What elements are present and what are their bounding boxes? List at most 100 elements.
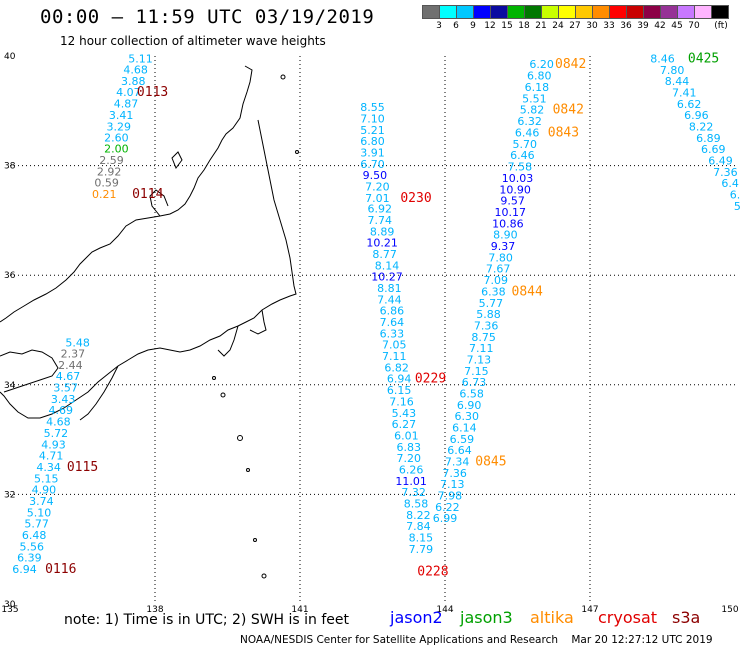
footer-note: note: 1) Time is in UTC; 2) SWH is in fe… bbox=[64, 612, 350, 628]
wave-height-value: 10.90 bbox=[499, 184, 531, 197]
wave-height-value: 8.90 bbox=[493, 228, 518, 241]
wave-height-value: 5.21 bbox=[360, 124, 385, 137]
wave-height-value: 6.30 bbox=[455, 410, 480, 423]
track-right: 6.206.806.185.515.826.326.465.706.467.58… bbox=[433, 58, 554, 525]
wave-height-value: 9.50 bbox=[363, 169, 388, 182]
wave-height-value: 10.03 bbox=[502, 172, 534, 185]
wave-height-value: 4.67 bbox=[56, 370, 81, 383]
satellite-s3a: s3a bbox=[672, 608, 701, 627]
pass-time-label: 0845 bbox=[475, 454, 506, 469]
wave-height-value: 11.01 bbox=[395, 475, 427, 488]
wave-height-value: 7.09 bbox=[484, 274, 509, 287]
wave-height-value: 5.82 bbox=[520, 104, 545, 117]
wave-height-value: 6.70 bbox=[360, 158, 385, 171]
wave-height-value: 7.01 bbox=[365, 192, 390, 205]
colorbar-label: 45 bbox=[671, 21, 683, 31]
longitude-label: 147 bbox=[581, 605, 598, 615]
wave-height-value: 2.59 bbox=[99, 154, 124, 167]
wave-height-value: 6.48 bbox=[22, 529, 47, 542]
wave-height-value: 8.22 bbox=[689, 121, 714, 134]
colorbar-label: 30 bbox=[586, 21, 598, 31]
wave-height-value: 3.41 bbox=[109, 109, 134, 122]
wave-height-value: 5.15 bbox=[34, 472, 59, 485]
shikoku-coast bbox=[0, 349, 59, 393]
wave-height-value: 8.75 bbox=[471, 331, 496, 344]
pass-time-label: 0113 bbox=[137, 85, 168, 100]
colorbar-label: 12 bbox=[484, 21, 496, 31]
pass-time-label: 0114 bbox=[132, 187, 163, 202]
wave-height-value: 6.69 bbox=[701, 143, 726, 156]
pass-time-label: 0228 bbox=[417, 565, 448, 580]
wave-height-value: 6.14 bbox=[452, 421, 477, 434]
track-left: 5.114.683.884.074.873.413.292.602.002.59… bbox=[12, 53, 153, 576]
wave-height-value: 6.27 bbox=[392, 418, 417, 431]
wave-height-value: 7.20 bbox=[397, 452, 422, 465]
wave-height-value: 2.60 bbox=[104, 131, 129, 144]
wave-height-value: 3.74 bbox=[29, 495, 54, 508]
wave-height-value: 3.29 bbox=[107, 121, 132, 134]
wave-height-value: 2.00 bbox=[104, 142, 129, 155]
wave-height-value: 8.55 bbox=[360, 101, 385, 114]
wave-height-value: 5.56 bbox=[20, 540, 45, 553]
wave-height-value: 6.32 bbox=[517, 115, 542, 128]
colorbar-labels: 3 6 9 12 15 18 21 24 27 30 33 36 39 42 45 70 (ft) bbox=[422, 21, 740, 33]
colorbar-label: 3 bbox=[436, 21, 442, 31]
latitude-label: 40 bbox=[4, 52, 16, 62]
wave-height-value: 5.77 bbox=[479, 297, 504, 310]
colorbar-label: 70 bbox=[688, 21, 700, 31]
wave-height-value: 7.15 bbox=[464, 365, 489, 378]
wave-height-value: 8.14 bbox=[375, 260, 400, 273]
wave-height-value: 6.26 bbox=[399, 464, 424, 477]
wave-height-value: 6.59 bbox=[450, 433, 475, 446]
wave-height-value: 7.67 bbox=[486, 262, 511, 275]
wave-height-value: 5.72 bbox=[44, 427, 69, 440]
satellite-altika: altika bbox=[530, 608, 574, 627]
wave-height-value: 6.96 bbox=[684, 109, 709, 122]
pass-time-label: 0844 bbox=[512, 284, 543, 299]
wave-height-value: 5.11 bbox=[128, 53, 153, 66]
wave-height-value: 6.80 bbox=[527, 70, 552, 83]
wave-height-value: 10.21 bbox=[366, 237, 398, 250]
wave-height-value: 7.36 bbox=[713, 166, 738, 179]
wave-height-value: 6.15 bbox=[387, 384, 412, 397]
wave-height-value: 7.84 bbox=[406, 520, 431, 533]
wave-height-value: 7.64 bbox=[380, 316, 405, 329]
wave-height-value: 6.33 bbox=[380, 328, 405, 341]
pass-time-label: 0842 bbox=[555, 57, 586, 72]
colorbar-label: 27 bbox=[569, 21, 581, 31]
longitude-label: 138 bbox=[146, 605, 163, 615]
longitude-label: 150 bbox=[721, 605, 738, 615]
wave-height-value: 9.37 bbox=[491, 240, 516, 253]
wave-height-value: 3.43 bbox=[51, 393, 76, 406]
wave-height-value: 7.11 bbox=[382, 350, 407, 363]
kii-peninsula bbox=[79, 365, 119, 421]
island bbox=[220, 392, 226, 398]
wave-height-value: 7.80 bbox=[488, 252, 513, 265]
wave-height-value: 7.58 bbox=[508, 161, 533, 174]
wave-height-value: 7.44 bbox=[377, 294, 402, 307]
coastline bbox=[0, 65, 297, 421]
wave-height-value: 6.90 bbox=[457, 399, 482, 412]
boso-peninsula bbox=[249, 309, 267, 335]
colorbar-label: 33 bbox=[603, 21, 615, 31]
wave-height-value: 7.32 bbox=[401, 486, 426, 499]
wave-height-value: 0.21 bbox=[92, 188, 117, 201]
island bbox=[212, 376, 216, 380]
latitude-label: 34 bbox=[4, 381, 16, 391]
japan-pacific-coast bbox=[0, 119, 297, 419]
islands bbox=[212, 74, 299, 579]
wave-height-value: 7.13 bbox=[467, 353, 492, 366]
colorbar-label: 21 bbox=[535, 21, 547, 31]
pass-time-label: 0116 bbox=[45, 562, 76, 577]
wave-height-value: 6.18 bbox=[525, 81, 550, 94]
colorbar-label: 6 bbox=[453, 21, 459, 31]
wave-height-value: 3.57 bbox=[53, 381, 78, 394]
pass-time-label: 0229 bbox=[415, 372, 446, 387]
wave-height-value: 8.22 bbox=[406, 509, 431, 522]
colorbar-label: 36 bbox=[620, 21, 632, 31]
wave-height-value: 6.80 bbox=[360, 135, 385, 148]
wave-height-value: 6.49 bbox=[708, 155, 733, 168]
colorbar-legend bbox=[422, 5, 729, 19]
wave-height-value: 5.43 bbox=[392, 407, 417, 420]
wave-height-value: 7.20 bbox=[365, 180, 390, 193]
